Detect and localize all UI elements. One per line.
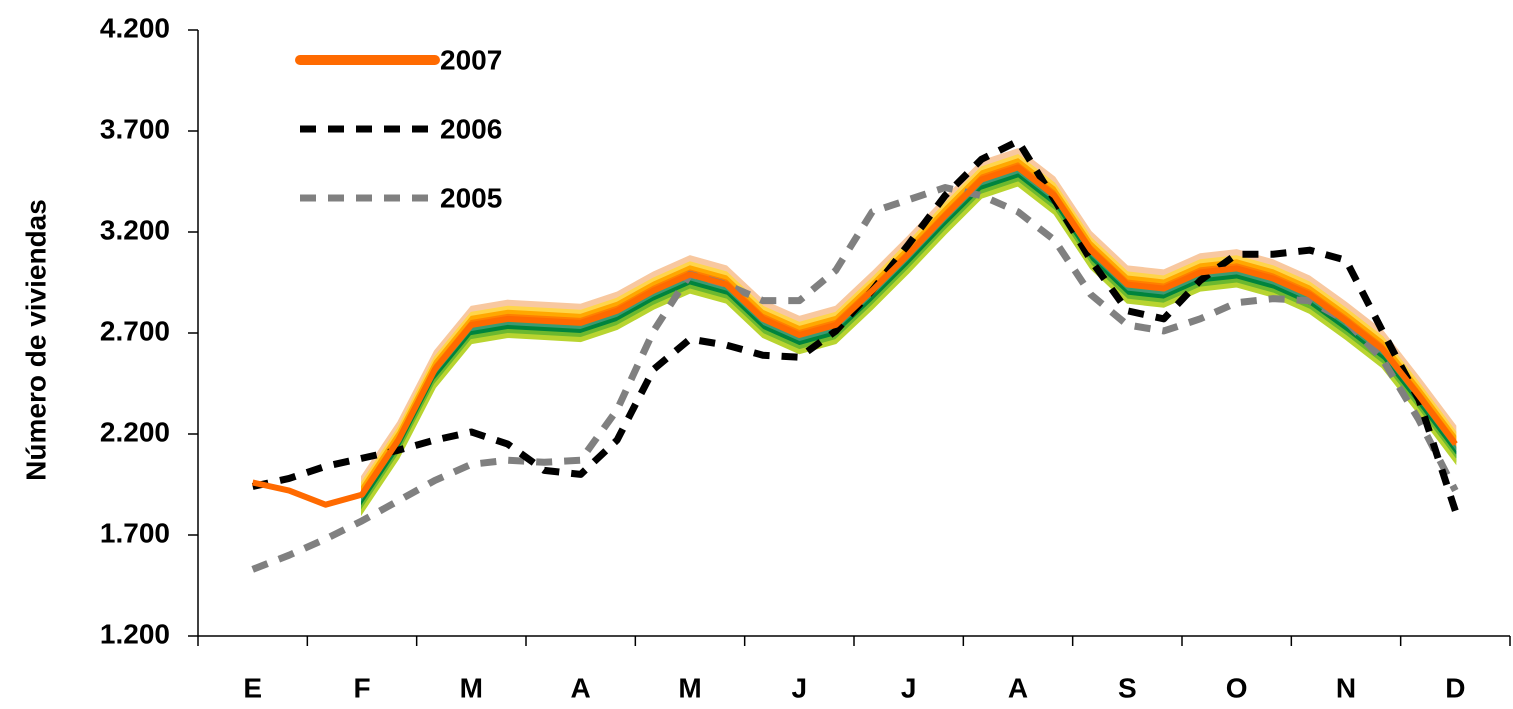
y-tick-label: 4.200 bbox=[100, 12, 170, 43]
x-tick-label: N bbox=[1336, 672, 1356, 703]
y-tick-label: 3.700 bbox=[100, 113, 170, 144]
x-tick-label: F bbox=[353, 672, 370, 703]
x-tick-label: J bbox=[792, 672, 808, 703]
series-line bbox=[251, 184, 1459, 573]
legend-label: 2007 bbox=[440, 44, 502, 75]
x-tick-label: M bbox=[460, 672, 483, 703]
y-tick-label: 2.700 bbox=[100, 315, 170, 346]
x-tick-label: D bbox=[1445, 672, 1465, 703]
x-tick-label: A bbox=[1008, 672, 1028, 703]
x-tick-label: A bbox=[571, 672, 591, 703]
x-tick-label: S bbox=[1118, 672, 1137, 703]
y-tick-label: 1.700 bbox=[100, 517, 170, 548]
y-tick-label: 1.200 bbox=[100, 618, 170, 649]
legend-label: 2006 bbox=[440, 113, 502, 144]
x-tick-label: J bbox=[901, 672, 917, 703]
x-tick-label: M bbox=[678, 672, 701, 703]
y-tick-label: 2.200 bbox=[100, 416, 170, 447]
fan-band bbox=[361, 181, 1457, 517]
x-tick-label: O bbox=[1226, 672, 1248, 703]
series-line bbox=[252, 164, 1458, 508]
x-tick-label: E bbox=[243, 672, 262, 703]
y-axis-label: Número de viviendas bbox=[20, 199, 51, 481]
y-tick-label: 3.200 bbox=[100, 214, 170, 245]
legend-label: 2005 bbox=[440, 182, 502, 213]
